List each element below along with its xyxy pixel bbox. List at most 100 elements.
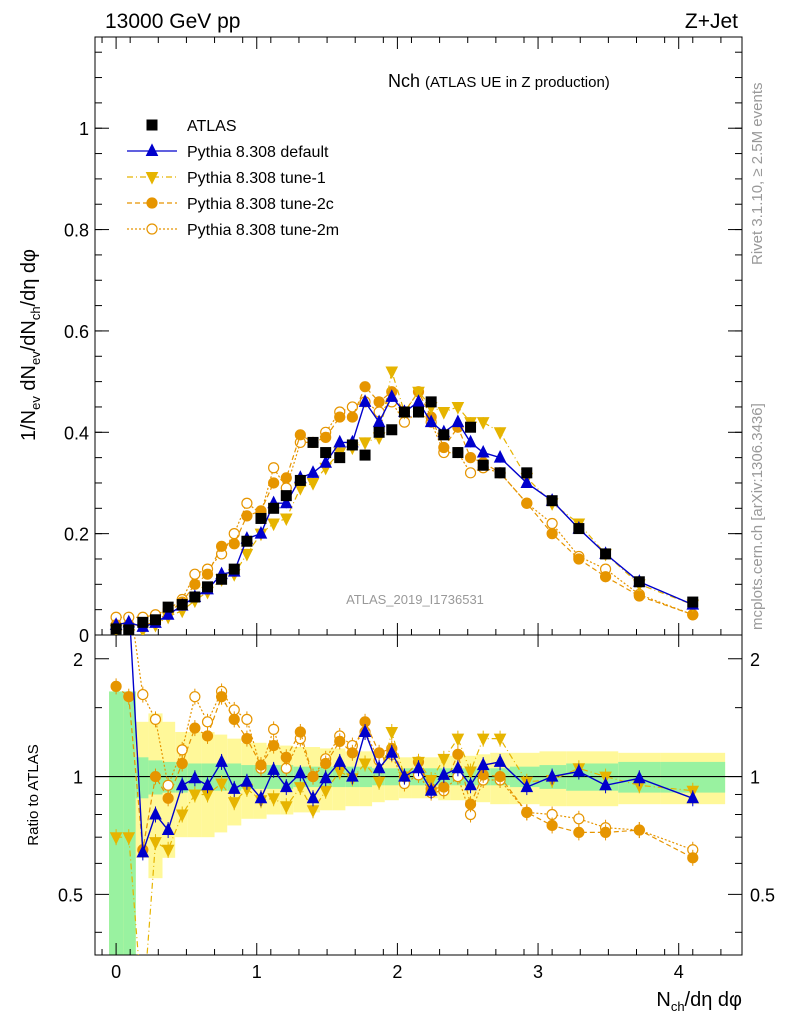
data-point-3 [241, 510, 253, 522]
data-point-3 [521, 497, 533, 509]
x-tick-label: 0 [111, 962, 121, 982]
data-point-4 [201, 716, 214, 728]
data-point-0 [477, 459, 489, 471]
data-point-0 [149, 614, 161, 626]
data-point-2 [161, 844, 175, 858]
legend-marker [146, 119, 158, 131]
data-point-2 [175, 809, 189, 823]
data-point-1 [493, 450, 507, 463]
data-point-1 [476, 444, 490, 458]
legend-label: ATLAS [187, 118, 237, 135]
legend-marker [145, 143, 159, 156]
data-point-1 [279, 779, 293, 793]
data-point-3 [494, 770, 506, 783]
ratio-series [109, 583, 700, 1019]
data-point-1 [464, 777, 477, 791]
data-point-3 [546, 528, 558, 540]
data-point-1 [476, 757, 490, 771]
data-point-1 [136, 844, 150, 858]
data-point-2 [188, 789, 202, 803]
data-point-2 [358, 758, 372, 772]
data-point-0 [438, 429, 450, 441]
data-point-2 [412, 386, 425, 400]
data-point-2 [137, 1008, 148, 1019]
data-point-4 [268, 723, 280, 735]
legend-label: Pythia 8.308 default [187, 144, 329, 161]
data-point-3 [573, 553, 585, 565]
chart-subtitle: (ATLAS UE in Z production) [425, 74, 610, 91]
legend-marker [146, 197, 158, 209]
data-point-1 [240, 774, 254, 787]
data-point-4 [149, 713, 162, 725]
data-point-1 [254, 526, 268, 539]
data-point-3 [123, 691, 135, 703]
data-point-2 [476, 417, 490, 430]
legend-marker [146, 223, 158, 235]
y-tick-label: 0.8 [64, 221, 89, 241]
data-point-1 [451, 760, 465, 774]
x-tick-label: 4 [674, 962, 684, 982]
data-point-1 [437, 767, 451, 780]
data-point-4 [189, 568, 201, 580]
data-point-0 [268, 502, 280, 514]
data-point-1 [545, 768, 559, 782]
data-point-3 [373, 396, 385, 408]
data-point-1 [599, 777, 612, 791]
data-point-3 [452, 748, 464, 760]
data-point-1 [294, 765, 307, 779]
data-point-3 [573, 826, 585, 839]
data-point-3 [241, 733, 253, 745]
data-point-2 [385, 726, 399, 740]
data-point-3 [438, 441, 450, 454]
data-point-1 [372, 760, 386, 774]
data-point-4 [546, 517, 558, 530]
data-point-1 [633, 770, 646, 784]
series-line-2 [116, 371, 694, 631]
data-point-0 [320, 447, 332, 459]
data-series [109, 366, 700, 1019]
data-point-1 [424, 783, 438, 796]
y-tick-label: 0.6 [64, 322, 89, 342]
data-point-2 [493, 733, 507, 747]
data-point-3 [438, 781, 450, 793]
data-point-4 [573, 813, 585, 825]
header-left: 13000 GeV pp [105, 10, 240, 33]
data-point-3 [201, 568, 214, 580]
data-point-0 [176, 599, 188, 611]
data-point-0 [373, 426, 385, 438]
data-point-0 [452, 447, 464, 459]
data-point-1 [493, 754, 507, 767]
legend-marker [145, 172, 159, 185]
data-point-2 [240, 548, 254, 562]
data-point-4 [241, 497, 253, 509]
svg-text:1/Nev dNev/dNch/dη dφ: 1/Nev dNev/dNch/dη dφ [18, 249, 43, 441]
data-point-3 [464, 452, 477, 464]
legend: ATLAS Pythia 8.308 default Pythia 8.308 tu… [127, 118, 339, 239]
data-point-1 [201, 777, 214, 791]
data-point-3 [294, 429, 306, 441]
data-point-1 [385, 389, 399, 402]
data-point-3 [294, 726, 306, 738]
data-point-2 [385, 366, 399, 380]
ratio-y-tick-label-right: 0.5 [750, 885, 775, 905]
data-point-0 [346, 439, 358, 451]
data-point-0 [228, 563, 240, 575]
data-point-2 [306, 477, 320, 491]
data-point-2 [227, 797, 241, 810]
data-point-0 [255, 512, 267, 524]
data-point-1 [111, 583, 122, 594]
data-point-3 [359, 381, 371, 393]
header-right: Z+Jet [685, 10, 738, 33]
data-point-1 [464, 434, 477, 448]
data-point-1 [520, 779, 534, 793]
data-point-0 [398, 406, 410, 418]
data-point-2 [464, 766, 477, 780]
data-point-0 [687, 596, 699, 608]
data-point-4 [124, 591, 134, 601]
y-axis-title-ratio: Ratio to ATLAS [25, 744, 42, 845]
data-point-0 [189, 591, 201, 603]
x-tick-label: 2 [392, 962, 402, 982]
data-point-1 [346, 768, 359, 782]
data-point-0 [465, 421, 477, 433]
data-point-1 [572, 763, 586, 777]
